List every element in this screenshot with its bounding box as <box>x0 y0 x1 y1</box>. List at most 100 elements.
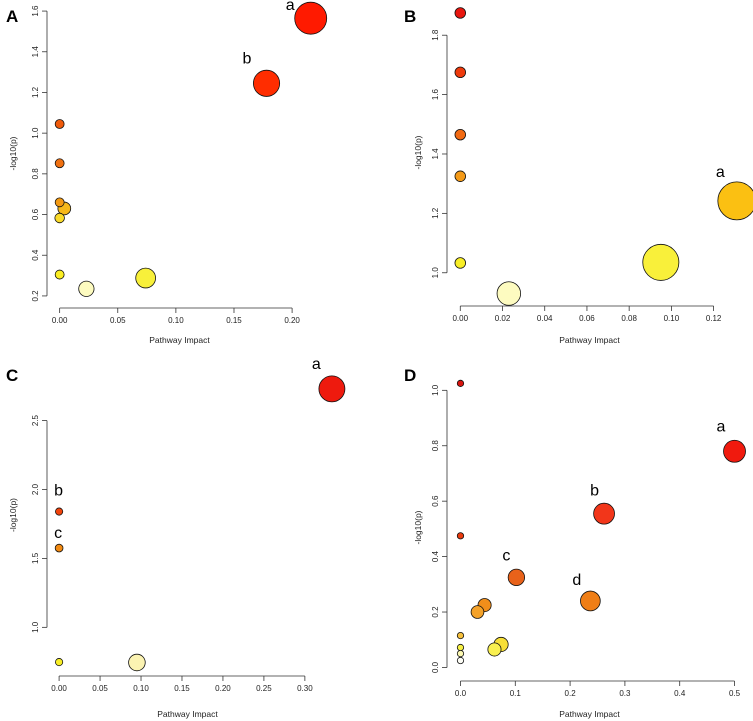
y-tick-label: 1.0 <box>431 267 440 279</box>
point-annotation: a <box>717 418 726 435</box>
data-point <box>54 197 65 208</box>
y-tick-label: 1.2 <box>31 86 40 98</box>
panel-label: B <box>404 7 416 26</box>
y-tick-label: 1.5 <box>31 552 40 564</box>
y-tick-label: 0.2 <box>31 290 40 302</box>
y-axis-title: -log10(p) <box>413 510 423 544</box>
data-point <box>470 605 485 619</box>
x-tick-label: 0.1 <box>510 689 522 698</box>
x-tick-label: 0.15 <box>174 684 190 693</box>
data-point <box>456 532 465 540</box>
point-annotation: b <box>590 483 599 500</box>
y-tick-label: 0.8 <box>431 440 440 452</box>
y-tick-label: 0.6 <box>31 208 40 220</box>
data-point <box>128 653 146 672</box>
y-tick-label: 0.0 <box>431 661 440 673</box>
x-tick-label: 0.00 <box>51 684 67 693</box>
x-tick-label: 0.20 <box>215 684 231 693</box>
x-tick-label: 0.10 <box>133 684 149 693</box>
x-tick-label: 0.00 <box>52 316 68 325</box>
panel-b: B 0.00 0.02 0.04 0.06 0.08 0.10 0.12 1.0 1.2 1.4 1.… <box>404 7 753 345</box>
point-annotation: c <box>54 525 62 542</box>
data-point <box>78 280 95 297</box>
point-annotation: b <box>54 483 63 500</box>
data-point <box>54 269 65 280</box>
data-point <box>454 7 466 19</box>
x-tick-label: 0.5 <box>729 689 741 698</box>
x-tick-label: 0.30 <box>297 684 313 693</box>
x-axis-title: Pathway Impact <box>559 335 620 345</box>
data-point <box>294 1 328 35</box>
point-annotation: c <box>502 547 510 564</box>
data-point <box>55 507 64 516</box>
y-tick-label: 1.2 <box>431 207 440 219</box>
x-tick-label: 0.25 <box>256 684 272 693</box>
x-axis-title: Pathway Impact <box>559 709 620 719</box>
data-point <box>456 631 465 640</box>
x-tick-label: 0.20 <box>284 316 300 325</box>
data-point <box>454 128 466 141</box>
y-tick-label: 1.0 <box>31 621 40 633</box>
panel-a: A 0.00 0.05 0.10 0.15 0.20 0.2 0.4 0.6 0.8 1.0 1.2 1… <box>6 0 328 345</box>
x-tick-label: 0.04 <box>537 314 553 323</box>
data-point <box>318 375 346 403</box>
x-tick-label: 0.06 <box>579 314 595 323</box>
data-point <box>580 590 601 612</box>
y-tick-label: 1.8 <box>431 29 440 41</box>
data-point <box>593 502 615 525</box>
x-tick-label: 0.10 <box>664 314 680 323</box>
panel-d: D 0.0 0.1 0.2 0.3 0.4 0.5 0.0 0.2 0.4 0.6 0.8 1.0 Pat… <box>404 366 746 719</box>
point-annotation: b <box>243 50 252 67</box>
y-tick-label: 0.4 <box>31 249 40 261</box>
y-tick-label: 1.0 <box>31 127 40 139</box>
data-point <box>135 267 156 289</box>
y-tick-label: 1.6 <box>431 88 440 100</box>
data-point <box>454 66 466 79</box>
x-tick-label: 0.08 <box>621 314 637 323</box>
y-tick-label: 2.5 <box>31 414 40 426</box>
panel-label: C <box>6 366 18 385</box>
y-tick-label: 1.4 <box>31 46 40 58</box>
y-tick-label: 0.2 <box>431 606 440 618</box>
x-tick-label: 0.0 <box>455 689 467 698</box>
x-axis-title: Pathway Impact <box>157 709 218 719</box>
x-tick-label: 0.00 <box>452 314 468 323</box>
data-point <box>54 543 64 553</box>
x-tick-label: 0.05 <box>110 316 126 325</box>
panel-label: D <box>404 366 416 385</box>
x-tick-label: 0.02 <box>495 314 511 323</box>
y-axis-title: -log10(p) <box>413 135 423 169</box>
x-tick-label: 0.12 <box>706 314 722 323</box>
data-point <box>54 212 65 224</box>
x-tick-label: 0.05 <box>92 684 108 693</box>
y-tick-label: 2.0 <box>31 483 40 495</box>
data-point <box>456 379 465 387</box>
data-point <box>456 649 465 658</box>
y-tick-label: 0.6 <box>431 495 440 507</box>
data-point <box>507 568 526 587</box>
data-point <box>496 281 522 306</box>
panel-label: A <box>6 7 18 26</box>
x-tick-label: 0.3 <box>619 689 631 698</box>
point-annotation: a <box>716 164 725 181</box>
point-annotation: a <box>312 356 321 373</box>
data-point <box>642 243 680 281</box>
y-tick-label: 1.4 <box>431 148 440 160</box>
y-axis-title: -log10(p) <box>8 136 18 170</box>
y-tick-label: 0.8 <box>31 168 40 180</box>
data-point <box>456 643 465 652</box>
data-point <box>456 656 465 665</box>
data-point <box>723 439 746 463</box>
x-tick-label: 0.10 <box>168 316 184 325</box>
point-annotation: d <box>572 572 581 589</box>
y-tick-label: 0.4 <box>431 550 440 562</box>
y-tick-label: 1.0 <box>431 384 440 396</box>
x-axis-title: Pathway Impact <box>149 335 210 345</box>
data-point <box>253 69 281 97</box>
y-axis-title: -log10(p) <box>8 498 18 532</box>
x-tick-label: 0.4 <box>674 689 686 698</box>
data-point <box>54 119 65 129</box>
data-point <box>487 642 502 657</box>
x-tick-label: 0.2 <box>565 689 577 698</box>
